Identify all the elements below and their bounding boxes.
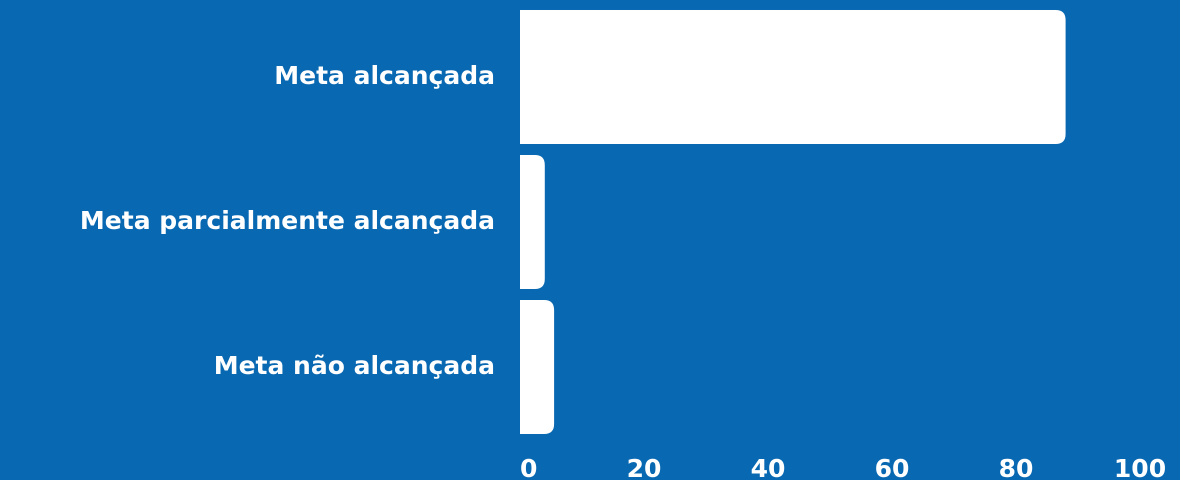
category-label-meta-parcialmente-alcancada: Meta parcialmente alcançada bbox=[80, 206, 495, 235]
x-axis-ticks: 0 20 40 60 80 100 bbox=[520, 454, 1166, 480]
x-tick-label-20: 20 bbox=[627, 454, 662, 480]
bars-group bbox=[520, 10, 1066, 434]
category-label-meta-nao-alcancada: Meta não alcançada bbox=[214, 351, 495, 380]
x-tick-label-60: 60 bbox=[875, 454, 910, 480]
bar-meta-alcancada bbox=[520, 10, 1066, 144]
bar-meta-nao-alcancada bbox=[520, 300, 555, 434]
bar-meta-parcialmente-alcancada bbox=[520, 155, 545, 289]
category-labels: Meta alcançada Meta parcialmente alcançad… bbox=[80, 61, 495, 380]
x-tick-label-40: 40 bbox=[751, 454, 786, 480]
category-label-meta-alcancada: Meta alcançada bbox=[274, 61, 495, 90]
x-tick-label-100: 100 bbox=[1114, 454, 1166, 480]
x-tick-label-0: 0 bbox=[520, 454, 537, 480]
x-tick-label-80: 80 bbox=[999, 454, 1034, 480]
